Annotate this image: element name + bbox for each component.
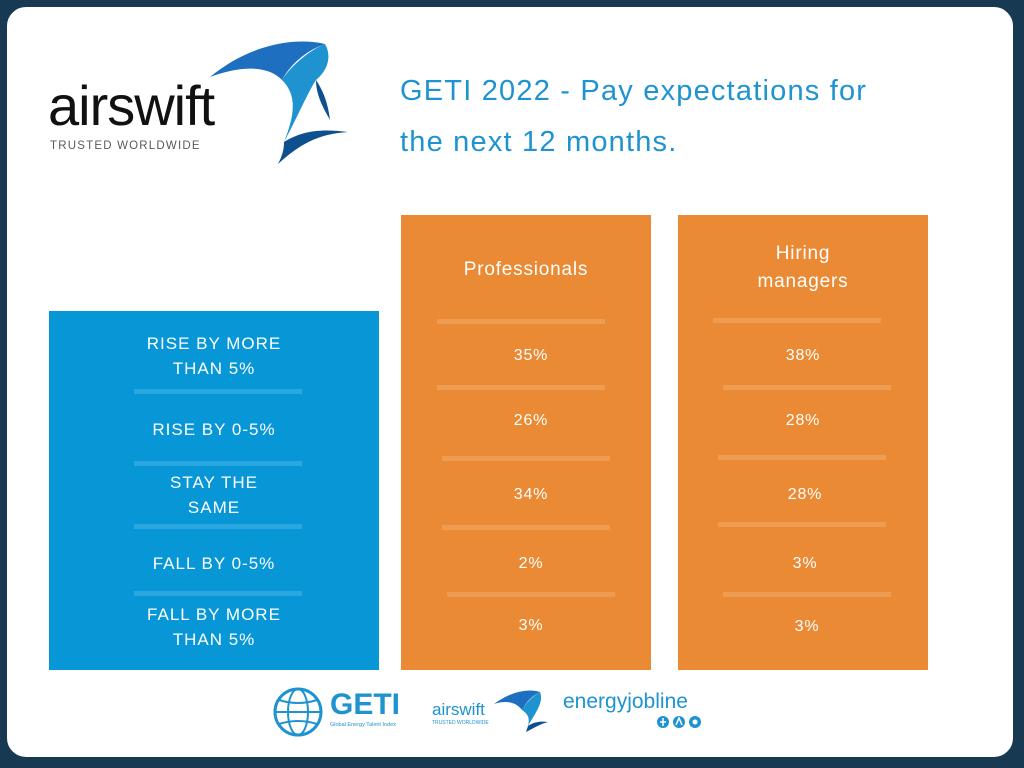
professionals-header: Professionals <box>463 259 589 280</box>
row-divider <box>718 455 886 460</box>
hiring-managers-value: 28% <box>785 412 821 429</box>
geti-globe-icon <box>273 687 323 737</box>
airswift-bird-logo <box>210 41 348 164</box>
header-line: managers <box>757 271 849 292</box>
hiring-managers-value: 38% <box>785 347 821 364</box>
chart-title: GETI 2022 - Pay expectations for the nex… <box>400 66 1000 168</box>
row-divider <box>723 385 891 390</box>
row-label-rise-0-5: RISE BY 0-5% <box>152 420 276 439</box>
row-divider <box>442 525 610 530</box>
professionals-value: 2% <box>518 555 544 572</box>
row-label-line: SAME <box>187 498 241 517</box>
footer-airswift-logo: airswift TRUSTED WORLDWIDE <box>432 700 489 726</box>
row-label-fall-more: FALL BY MORE THAN 5% <box>49 602 379 652</box>
geti-wordmark: GETI <box>330 688 401 721</box>
hiring-managers-value: 3% <box>792 555 818 572</box>
row-divider <box>437 385 605 390</box>
row-divider <box>447 592 615 597</box>
row-label-line: THAN 5% <box>172 630 256 649</box>
energyjobline-icons <box>657 716 701 728</box>
professionals-value: 34% <box>513 486 549 503</box>
hiring-managers-column: Hiring managers 38% 28% 28% 3% 3% <box>678 215 928 670</box>
row-label-line: RISE BY MORE <box>146 334 282 353</box>
professionals-value: 35% <box>513 347 549 364</box>
row-divider <box>134 524 302 529</box>
professionals-value: 3% <box>518 617 544 634</box>
footer-airswift-wordmark: airswift <box>432 700 485 719</box>
hiring-managers-header: Hiring managers <box>678 240 928 296</box>
title-line-1: GETI 2022 - Pay expectations for <box>400 75 868 107</box>
title-line-2: the next 12 months. <box>400 126 678 158</box>
footer-airswift-tagline: TRUSTED WORLDWIDE <box>432 720 489 726</box>
row-label-rise-more: RISE BY MORE THAN 5% <box>49 331 379 381</box>
row-divider <box>442 456 610 461</box>
energyjobline-wordmark: energyjobline <box>563 690 688 713</box>
row-labels-panel: RISE BY MORE THAN 5% RISE BY 0-5% STAY T… <box>49 311 379 670</box>
logo-wordmark: airswift <box>48 74 215 137</box>
row-label-line: THAN 5% <box>172 359 256 378</box>
row-divider <box>718 522 886 527</box>
hiring-managers-value: 28% <box>787 486 823 503</box>
professionals-column: Professionals 35% 26% 34% 2% 3% <box>401 215 651 670</box>
row-label-line: STAY THE <box>170 473 258 492</box>
row-divider <box>134 591 302 596</box>
row-divider <box>713 318 881 323</box>
footer-bird-icon <box>494 690 548 732</box>
professionals-value: 26% <box>513 412 549 429</box>
row-divider <box>437 319 605 324</box>
row-divider <box>134 389 302 394</box>
header-line: Hiring <box>775 243 831 264</box>
row-divider <box>134 461 302 466</box>
row-divider <box>723 592 891 597</box>
row-label-line: FALL BY MORE <box>147 605 281 624</box>
row-label-stay-same: STAY THE SAME <box>49 470 379 520</box>
logo-tagline: TRUSTED WORLDWIDE <box>50 140 201 152</box>
geti-logo: GETI Global Energy Talent Index <box>330 688 400 728</box>
row-label-fall-0-5: FALL BY 0-5% <box>152 554 276 573</box>
geti-subtitle: Global Energy Talent Index <box>330 722 396 728</box>
hiring-managers-value: 3% <box>794 618 820 635</box>
